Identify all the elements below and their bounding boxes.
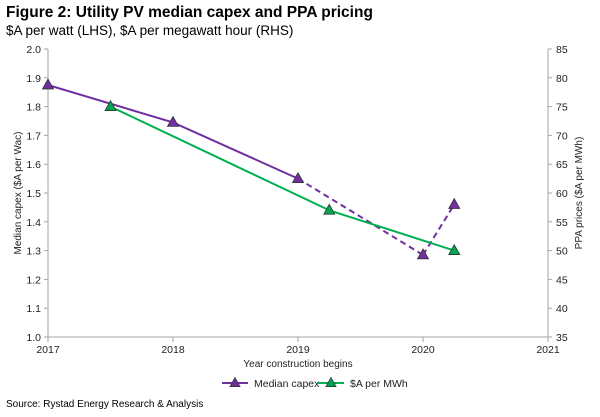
y-left-tick-label: 1.8 — [26, 102, 41, 114]
chart-legend: Median capex $A per MWh — [222, 376, 408, 390]
x-tick-label: 2020 — [411, 344, 435, 356]
x-tick-label: 2017 — [36, 344, 60, 356]
y-right-tick-label: 80 — [556, 73, 568, 85]
chart-series — [41, 78, 461, 260]
series-0-segment — [297, 177, 424, 256]
chart-axes: 2017 2018 2019 2020 2021 1.0 1.1 1.2 1.3 1.4 1.5 1.… — [13, 44, 585, 370]
y-right-tick-label: 50 — [556, 246, 568, 258]
y-left-tick-label: 1.0 — [26, 332, 41, 344]
x-tick-label: 2019 — [286, 344, 310, 356]
x-tick-label: 2018 — [161, 344, 185, 356]
y-right-tick-label: 35 — [556, 332, 568, 344]
y-left-tick-label: 1.3 — [26, 246, 41, 258]
legend-swatch-marker — [229, 376, 241, 388]
y-left-tick-label: 1.1 — [26, 303, 41, 315]
y-left-tick-label: 2.0 — [26, 44, 41, 56]
y-right-tick-label: 85 — [556, 44, 568, 56]
y-left-tick-label: 1.5 — [26, 188, 41, 200]
series-1-marker — [104, 99, 117, 111]
series-1-marker — [448, 243, 461, 255]
series-0-marker — [291, 171, 305, 183]
series-0-marker — [166, 115, 180, 127]
y-right-tick-label: 45 — [556, 274, 568, 286]
series-1-marker — [323, 203, 336, 215]
series-1-segment — [328, 209, 455, 252]
x-axis-title: Year construction begins — [243, 359, 352, 370]
y-left-tick-label: 1.7 — [26, 130, 41, 142]
chart-subtitle: $A per watt (LHS), $A per megawatt hour … — [6, 23, 294, 38]
y-right-tick-label: 75 — [556, 102, 568, 114]
y-axis-right-title: PPA prices ($A per MWh) — [574, 137, 585, 250]
series-0-marker — [448, 197, 461, 209]
legend-swatch-marker — [325, 376, 337, 388]
y-right-tick-label: 70 — [556, 130, 568, 142]
y-left-tick-label: 1.9 — [26, 73, 41, 85]
y-left-tick-label: 1.6 — [26, 159, 41, 171]
y-right-tick-label: 55 — [556, 217, 568, 229]
y-axis-left-title: Median capex ($A per Wac) — [13, 131, 24, 254]
series-0-marker — [41, 78, 55, 90]
series-1-segment — [110, 105, 330, 212]
y-right-tick-label: 40 — [556, 303, 568, 315]
source-note: Source: Rystad Energy Research & Analysi… — [6, 399, 204, 410]
series-0-segment — [172, 121, 299, 180]
chart-title: Figure 2: Utility PV median capex and PP… — [6, 4, 373, 21]
legend-label: Median capex — [254, 378, 320, 390]
x-tick-label: 2021 — [536, 344, 560, 356]
y-right-tick-label: 65 — [556, 159, 568, 171]
y-left-tick-label: 1.2 — [26, 274, 41, 286]
y-left-tick-label: 1.4 — [26, 217, 41, 229]
y-right-tick-label: 60 — [556, 188, 568, 200]
series-0-segment — [422, 203, 456, 256]
series-0-marker — [416, 248, 430, 260]
legend-label: $A per MWh — [350, 378, 408, 390]
